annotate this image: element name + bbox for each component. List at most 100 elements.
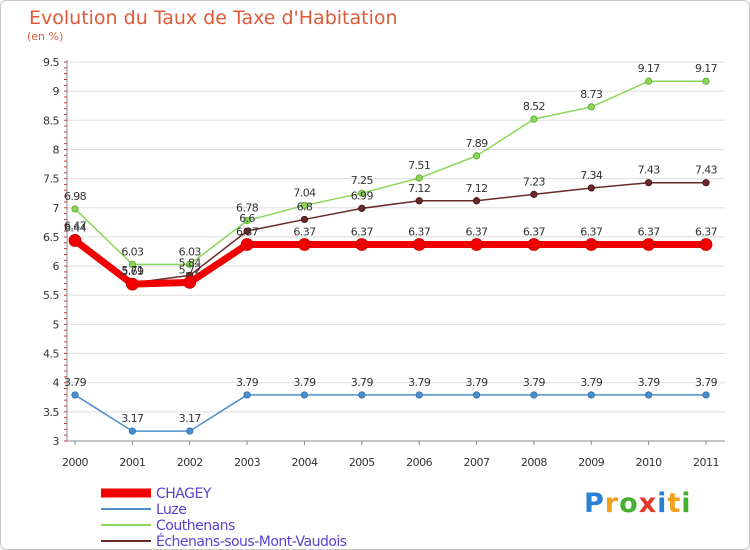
data-point-chagey <box>527 238 541 251</box>
data-label-echenans-sous-mont-vaudois: 5.71 <box>121 264 143 277</box>
data-point-echenans-sous-mont-vaudois <box>645 179 653 187</box>
data-label-chagey: 6.37 <box>351 226 374 239</box>
data-point-couthenans <box>530 115 538 123</box>
data-point-echenans-sous-mont-vaudois <box>243 227 251 235</box>
data-point-luze <box>472 391 481 399</box>
y-tick-label: 3 <box>53 435 60 448</box>
logo-letter: i <box>681 488 692 519</box>
x-tick-label: 2001 <box>119 456 145 469</box>
y-tick-label: 9 <box>53 85 60 98</box>
y-tick-label: 5 <box>53 318 60 331</box>
data-point-couthenans <box>128 260 136 268</box>
data-point-chagey <box>183 276 197 289</box>
data-label-luze: 3.79 <box>523 376 546 389</box>
data-label-echenans-sous-mont-vaudois: 7.43 <box>638 164 661 177</box>
data-point-luze <box>530 391 538 399</box>
x-tick-label: 2008 <box>521 456 547 469</box>
data-point-luze <box>702 391 710 399</box>
logo-letter: r <box>604 488 620 519</box>
data-label-luze: 3.79 <box>638 376 661 389</box>
x-tick-label: 2004 <box>291 456 317 469</box>
data-point-couthenans <box>243 216 251 225</box>
data-point-chagey <box>68 234 82 247</box>
data-label-echenans-sous-mont-vaudois: 6.47 <box>64 220 87 233</box>
data-label-couthenans: 7.51 <box>408 159 430 172</box>
data-label-echenans-sous-mont-vaudois: 7.23 <box>523 175 546 188</box>
data-label-echenans-sous-mont-vaudois: 6.99 <box>351 189 374 202</box>
y-tick-label: 8 <box>53 143 60 156</box>
data-point-couthenans <box>300 201 309 210</box>
chart-subtitle: (en %) <box>27 30 64 43</box>
y-tick-label: 4.5 <box>43 348 59 361</box>
y-tick-label: 7.5 <box>43 173 59 186</box>
data-point-couthenans <box>358 189 366 197</box>
series-line-luze <box>74 394 706 432</box>
data-point-luze <box>243 391 251 399</box>
data-label-couthenans: 7.89 <box>465 137 488 150</box>
logo-letter: t <box>667 488 682 519</box>
series-line-echenans-sous-mont-vaudois <box>74 181 706 284</box>
data-point-chagey <box>355 238 369 251</box>
data-label-chagey: 6.37 <box>695 226 718 239</box>
data-point-echenans-sous-mont-vaudois <box>472 197 481 205</box>
data-label-echenans-sous-mont-vaudois: 7.34 <box>580 169 603 182</box>
data-point-luze <box>71 391 79 399</box>
data-label-couthenans: 6.03 <box>121 245 144 258</box>
logo-letter: i <box>657 488 668 519</box>
data-point-chagey <box>412 238 426 251</box>
y-tick-label: 3.5 <box>43 406 59 419</box>
data-label-echenans-sous-mont-vaudois: 6.8 <box>297 200 313 213</box>
x-tick-label: 2006 <box>406 456 432 469</box>
data-point-luze <box>186 427 194 435</box>
y-tick-label: 6.5 <box>43 231 59 244</box>
data-point-luze <box>587 391 595 399</box>
data-point-chagey <box>125 277 139 291</box>
data-label-couthenans: 6.98 <box>64 190 87 203</box>
data-label-couthenans: 7.04 <box>293 186 316 199</box>
y-tick-label: 4 <box>53 377 60 390</box>
data-label-echenans-sous-mont-vaudois: 7.12 <box>465 182 487 195</box>
data-label-couthenans: 9.17 <box>638 62 661 75</box>
x-tick-label: 2009 <box>578 456 604 469</box>
data-point-luze <box>300 391 309 399</box>
x-tick-label: 2000 <box>62 456 88 469</box>
legend-label-chagey: CHAGEY <box>156 486 212 502</box>
data-point-couthenans <box>645 77 653 85</box>
data-label-luze: 3.79 <box>351 376 374 389</box>
data-point-couthenans <box>415 174 423 182</box>
legend-label-couthenans: Couthenans <box>156 518 235 534</box>
x-tick-label: 2003 <box>234 456 260 469</box>
data-label-chagey: 6.37 <box>465 226 488 239</box>
data-label-couthenans: 7.25 <box>351 174 374 187</box>
data-point-echenans-sous-mont-vaudois <box>702 179 710 187</box>
chart-title: Evolution du Taux de Taxe d'Habitation <box>29 7 398 29</box>
data-label-luze: 3.17 <box>121 412 144 425</box>
x-tick-label: 2005 <box>349 456 375 469</box>
data-label-luze: 3.79 <box>408 376 431 389</box>
x-tick-label: 2007 <box>464 456 490 469</box>
data-label-luze: 3.79 <box>236 376 259 389</box>
data-label-couthenans: 8.52 <box>523 100 545 113</box>
data-label-luze: 3.17 <box>179 412 202 425</box>
y-tick-label: 6 <box>53 260 60 273</box>
data-point-chagey <box>584 238 598 251</box>
data-label-chagey: 6.37 <box>523 226 546 239</box>
data-point-echenans-sous-mont-vaudois <box>358 204 366 212</box>
y-tick-label: 9.5 <box>43 56 59 69</box>
logo-letter: P <box>584 488 605 519</box>
data-point-chagey <box>699 238 713 251</box>
data-point-echenans-sous-mont-vaudois <box>587 184 595 192</box>
data-label-luze: 3.79 <box>580 376 603 389</box>
data-point-couthenans <box>702 77 710 85</box>
data-point-couthenans <box>186 260 194 268</box>
data-point-luze <box>645 391 653 399</box>
data-label-couthenans: 6.78 <box>236 202 259 215</box>
data-label-chagey: 5.72 <box>179 263 201 276</box>
data-label-luze: 3.79 <box>293 376 316 389</box>
data-label-chagey: 6.37 <box>408 226 431 239</box>
data-label-couthenans: 9.17 <box>695 62 718 75</box>
data-label-chagey: 6.37 <box>293 226 316 239</box>
data-point-luze <box>358 391 366 399</box>
data-point-couthenans <box>587 103 595 111</box>
data-point-luze <box>415 391 423 399</box>
